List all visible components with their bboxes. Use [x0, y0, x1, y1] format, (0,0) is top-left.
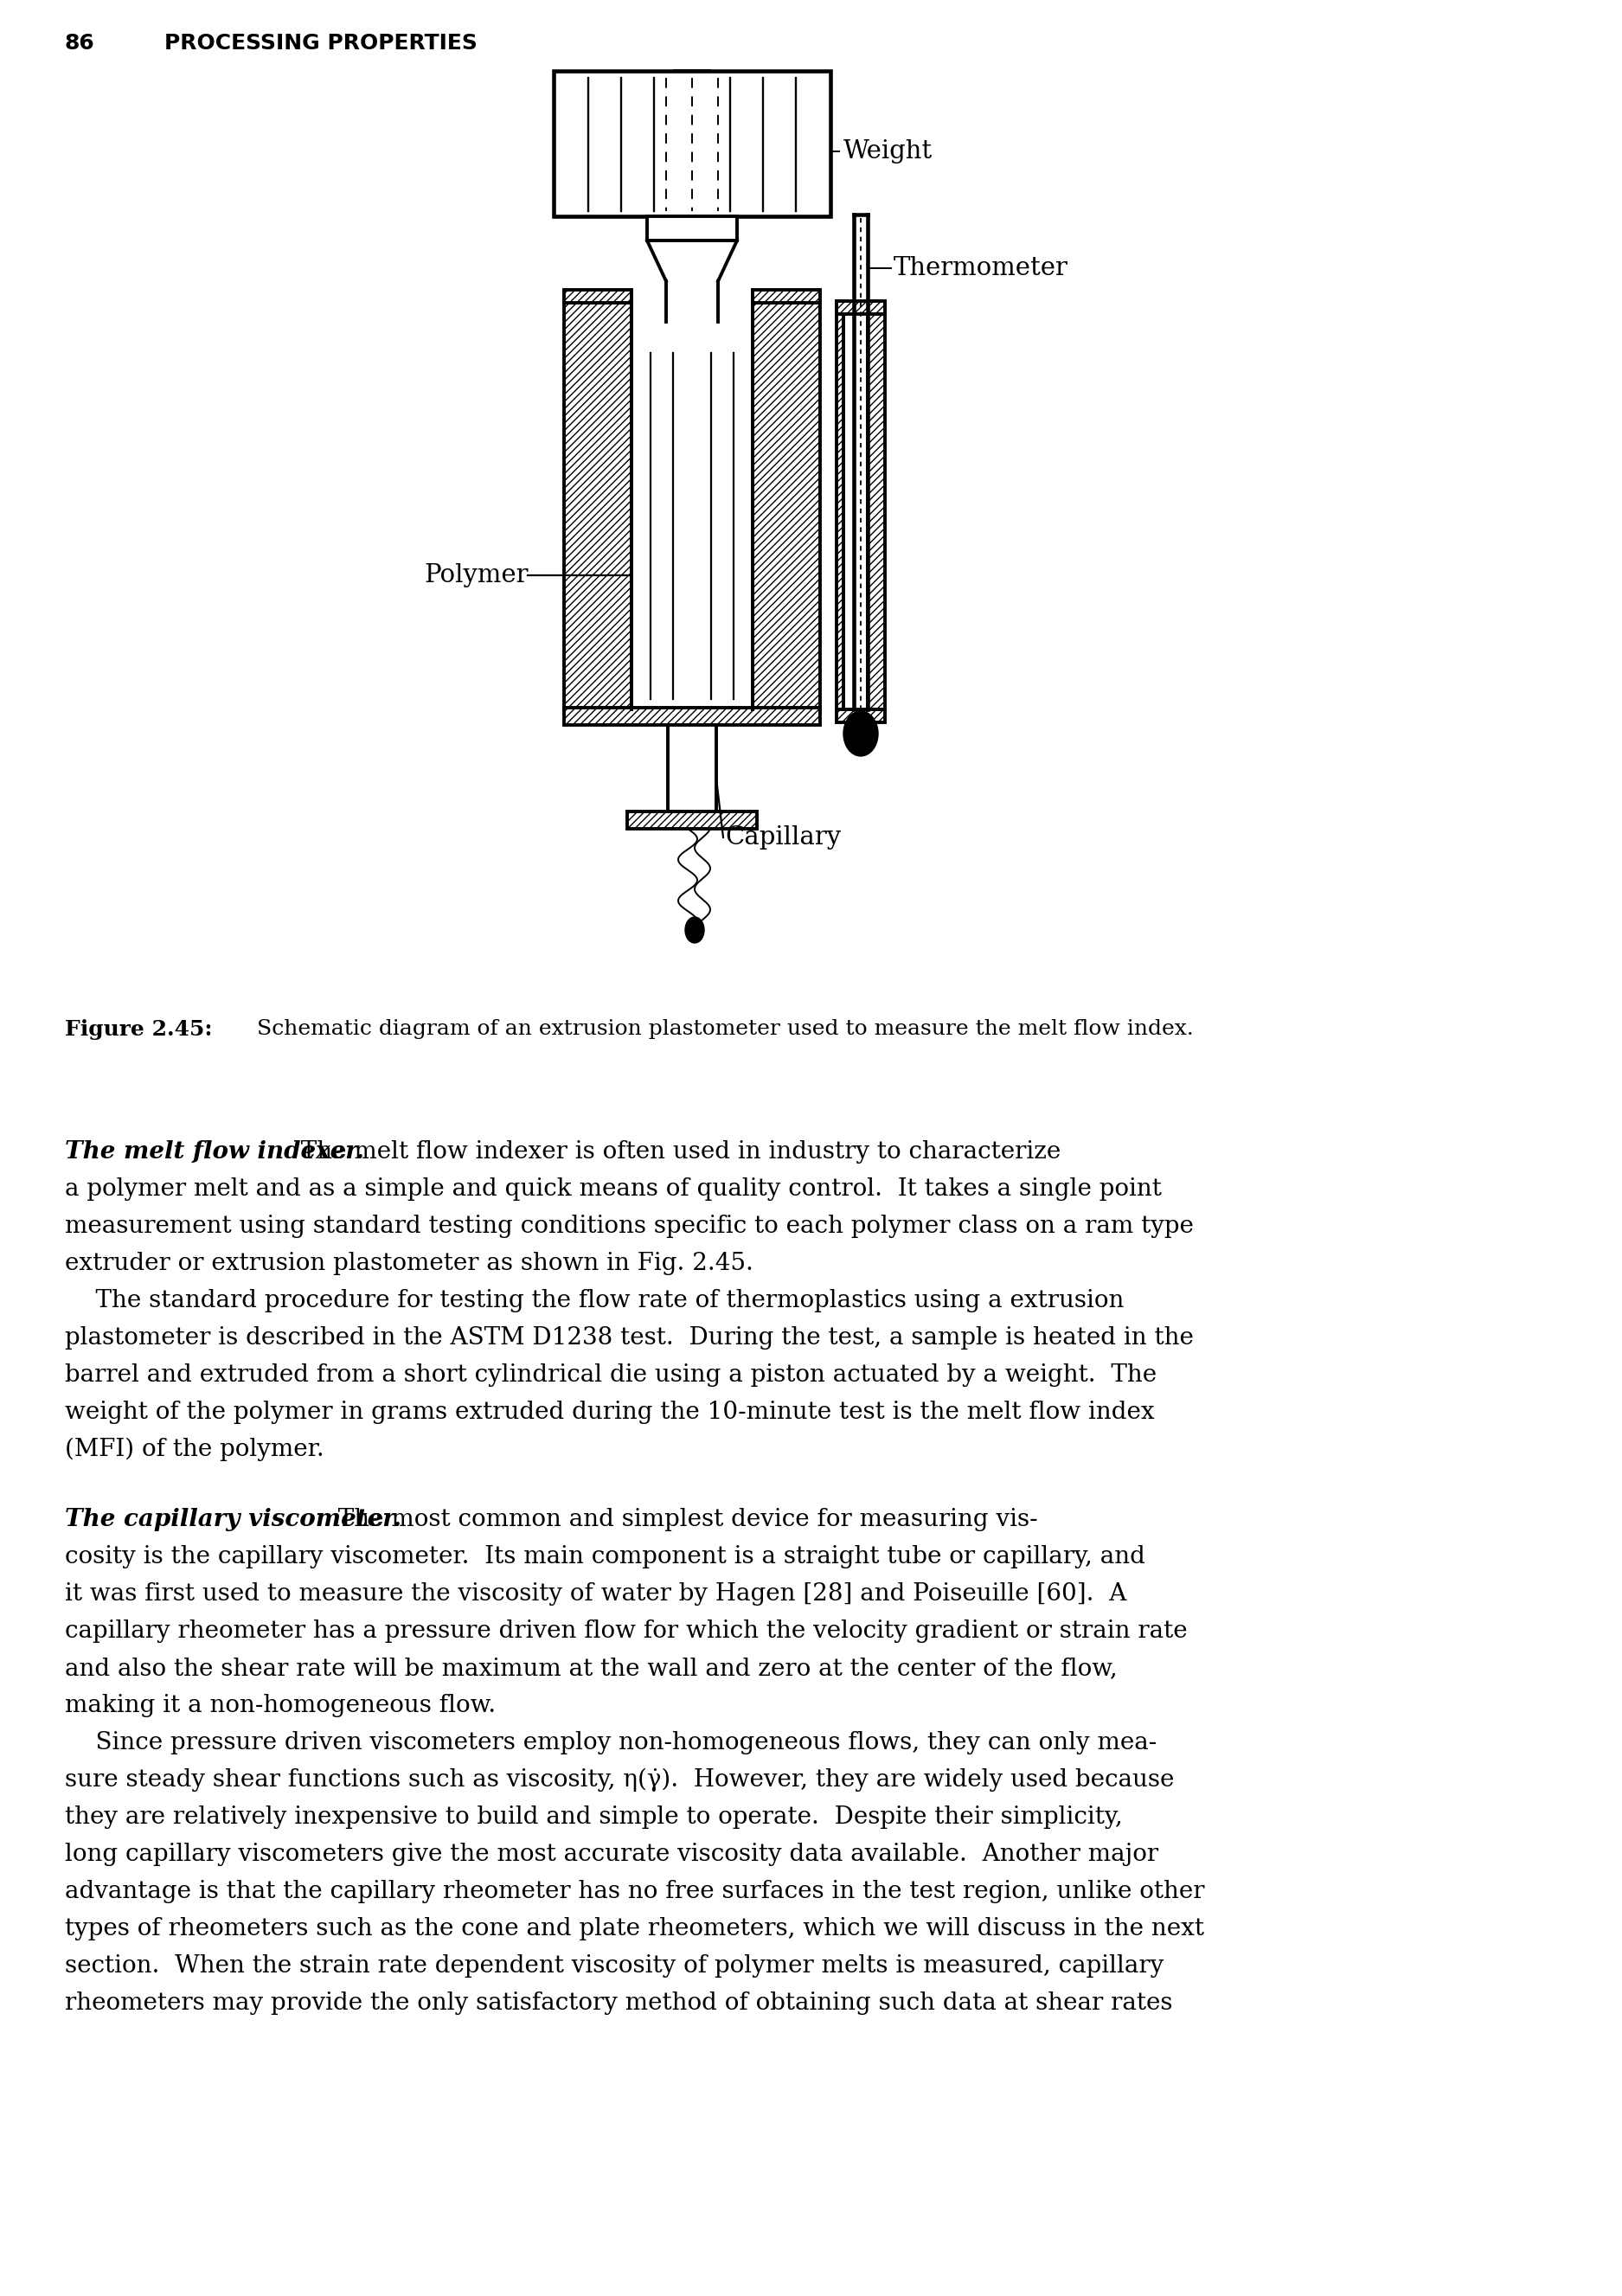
Bar: [753, 301, 821, 709]
Bar: [633, 321, 751, 344]
Text: Since pressure driven viscometers employ non-homogeneous flows, they can only me: Since pressure driven viscometers employ…: [65, 1731, 1156, 1754]
Ellipse shape: [843, 712, 878, 755]
Text: extruder or extrusion plastometer as shown in Fig. 2.45.: extruder or extrusion plastometer as sho…: [65, 1251, 753, 1274]
Bar: [675, 71, 709, 108]
Text: Weight: Weight: [843, 140, 933, 163]
Bar: [564, 301, 631, 709]
Text: and also the shear rate will be maximum at the wall and zero at the center of th: and also the shear rate will be maximum …: [65, 1658, 1118, 1681]
Bar: [837, 301, 843, 709]
Text: The melt flow indexer.: The melt flow indexer.: [65, 1141, 365, 1164]
Text: (MFI) of the polymer.: (MFI) of the polymer.: [65, 1437, 324, 1463]
Bar: [631, 301, 753, 709]
Bar: [753, 289, 821, 303]
Text: 86: 86: [65, 32, 96, 53]
Text: it was first used to measure the viscosity of water by Hagen [28] and Poiseuille: it was first used to measure the viscosi…: [65, 1582, 1127, 1605]
Text: types of rheometers such as the cone and plate rheometers, which we will discuss: types of rheometers such as the cone and…: [65, 1917, 1204, 1940]
Text: section.  When the strain rate dependent viscosity of polymer melts is measured,: section. When the strain rate dependent …: [65, 1954, 1163, 1977]
Text: Schematic diagram of an extrusion plastometer used to measure the melt flow inde: Schematic diagram of an extrusion plasto…: [229, 1019, 1194, 1040]
Text: The capillary viscometer.: The capillary viscometer.: [65, 1508, 401, 1531]
Text: PROCESSING PROPERTIES: PROCESSING PROPERTIES: [164, 32, 477, 53]
Text: weight of the polymer in grams extruded during the 10-minute test is the melt fl: weight of the polymer in grams extruded …: [65, 1401, 1155, 1424]
Text: plastometer is described in the ASTM D1238 test.  During the test, a sample is h: plastometer is described in the ASTM D12…: [65, 1327, 1194, 1350]
Bar: [868, 301, 886, 709]
Text: sure steady shear functions such as viscosity, η(γ̇).  However, they are widely : sure steady shear functions such as visc…: [65, 1768, 1174, 1791]
Text: Polymer: Polymer: [423, 563, 529, 588]
Ellipse shape: [684, 916, 704, 944]
Text: The most common and simplest device for measuring vis-: The most common and simplest device for …: [323, 1508, 1038, 1531]
Bar: [837, 301, 886, 315]
Text: making it a non-homogeneous flow.: making it a non-homogeneous flow.: [65, 1694, 496, 1717]
Bar: [628, 810, 757, 829]
Bar: [837, 709, 886, 723]
Text: barrel and extruded from a short cylindrical die using a piston actuated by a we: barrel and extruded from a short cylindr…: [65, 1364, 1156, 1387]
Bar: [564, 707, 821, 726]
Text: rheometers may provide the only satisfactory method of obtaining such data at sh: rheometers may provide the only satisfac…: [65, 1991, 1173, 2016]
Text: a polymer melt and as a simple and quick means of quality control.  It takes a s: a polymer melt and as a simple and quick…: [65, 1178, 1161, 1201]
Text: The standard procedure for testing the flow rate of thermoplastics using a extru: The standard procedure for testing the f…: [65, 1288, 1124, 1313]
Text: they are relatively inexpensive to build and simple to operate.  Despite their s: they are relatively inexpensive to build…: [65, 1805, 1122, 1830]
Bar: [553, 71, 830, 216]
Text: long capillary viscometers give the most accurate viscosity data available.  Ano: long capillary viscometers give the most…: [65, 1844, 1158, 1867]
Bar: [564, 289, 631, 303]
Text: Figure 2.45:: Figure 2.45:: [65, 1019, 212, 1040]
Bar: [668, 726, 717, 813]
Text: advantage is that the capillary rheometer has no free surfaces in the test regio: advantage is that the capillary rheomete…: [65, 1880, 1205, 1903]
Text: measurement using standard testing conditions specific to each polymer class on : measurement using standard testing condi…: [65, 1215, 1194, 1238]
Text: capillary rheometer has a pressure driven flow for which the velocity gradient o: capillary rheometer has a pressure drive…: [65, 1619, 1187, 1644]
Text: Thermometer: Thermometer: [894, 257, 1069, 280]
Text: Capillary: Capillary: [725, 824, 840, 850]
Text: The melt flow indexer is often used in industry to characterize: The melt flow indexer is often used in i…: [285, 1141, 1061, 1164]
Text: cosity is the capillary viscometer.  Its main component is a straight tube or ca: cosity is the capillary viscometer. Its …: [65, 1545, 1145, 1568]
Bar: [647, 216, 736, 241]
